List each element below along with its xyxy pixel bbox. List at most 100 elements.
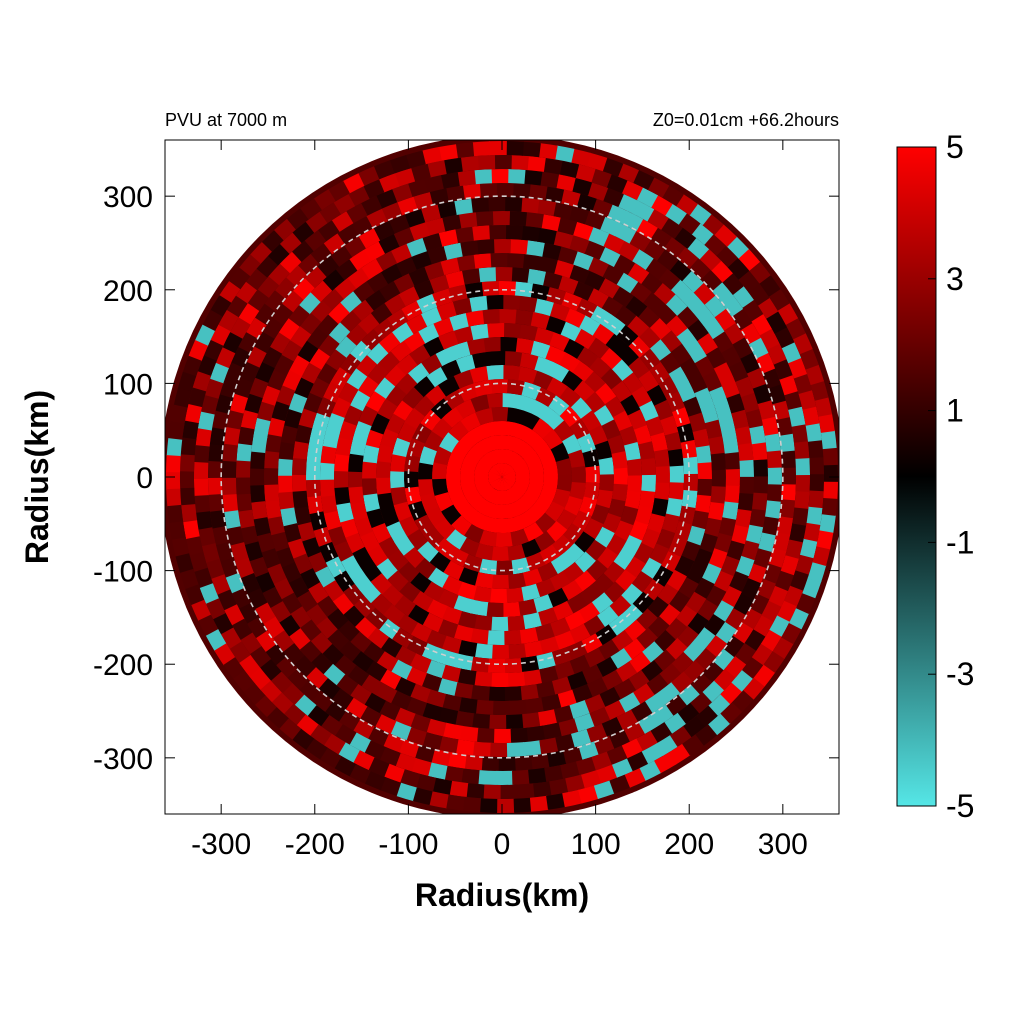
field-cell bbox=[628, 230, 651, 252]
field-cell bbox=[614, 519, 634, 541]
field-cell bbox=[693, 547, 713, 569]
field-cell bbox=[555, 733, 576, 752]
field-cell bbox=[656, 527, 676, 549]
field-cell bbox=[278, 491, 295, 511]
field-cell bbox=[206, 598, 227, 621]
field-cell bbox=[389, 155, 411, 174]
field-cell bbox=[520, 381, 541, 400]
field-cell bbox=[513, 478, 530, 493]
field-cell bbox=[551, 646, 573, 666]
field-cell bbox=[444, 270, 465, 289]
field-cell bbox=[752, 383, 772, 404]
field-cell bbox=[208, 477, 223, 496]
field-cell bbox=[601, 418, 621, 440]
field-cell bbox=[495, 770, 514, 785]
field-cell bbox=[293, 553, 314, 576]
field-cell bbox=[345, 532, 366, 555]
field-cell bbox=[540, 214, 561, 232]
field-cell bbox=[524, 212, 544, 229]
field-cell bbox=[802, 405, 820, 426]
field-cell bbox=[450, 341, 471, 360]
field-cell bbox=[360, 706, 383, 728]
field-cell bbox=[731, 308, 753, 331]
field-cell bbox=[435, 301, 457, 321]
field-cell bbox=[732, 621, 754, 644]
field-cell bbox=[668, 365, 689, 388]
field-cell bbox=[421, 146, 442, 165]
field-cell bbox=[226, 410, 244, 431]
field-cell bbox=[714, 401, 733, 423]
field-cell bbox=[306, 738, 329, 761]
field-cell bbox=[458, 567, 480, 586]
field-cell bbox=[718, 516, 737, 537]
field-cell bbox=[209, 427, 226, 447]
field-cell bbox=[292, 490, 309, 510]
field-cell bbox=[438, 432, 459, 454]
field-cell bbox=[434, 538, 457, 560]
field-cell bbox=[478, 183, 497, 198]
field-cell bbox=[471, 141, 491, 157]
field-cell bbox=[392, 437, 411, 458]
field-cell bbox=[584, 693, 607, 714]
field-cell bbox=[818, 413, 835, 433]
field-cell bbox=[516, 394, 537, 414]
field-cell bbox=[251, 434, 268, 454]
field-cell bbox=[383, 294, 406, 316]
field-cell bbox=[336, 502, 354, 523]
field-cell bbox=[498, 756, 517, 772]
field-cell bbox=[556, 689, 578, 708]
field-cell bbox=[487, 350, 506, 366]
field-cell bbox=[809, 456, 824, 475]
field-cell bbox=[476, 155, 496, 170]
field-cell bbox=[542, 157, 563, 175]
field-cell bbox=[547, 750, 567, 768]
field-cell bbox=[302, 537, 322, 559]
field-cell bbox=[788, 406, 806, 427]
field-cell bbox=[531, 753, 551, 770]
field-cell bbox=[502, 393, 521, 409]
y-tick-label: 100 bbox=[103, 368, 153, 401]
field-cell bbox=[490, 742, 509, 757]
field-cell bbox=[511, 457, 529, 473]
field-cell bbox=[768, 585, 789, 607]
field-cell bbox=[224, 604, 245, 627]
field-cell bbox=[438, 376, 460, 397]
field-cell bbox=[724, 655, 747, 678]
field-cell bbox=[679, 356, 700, 379]
field-cell bbox=[629, 281, 652, 303]
field-cell bbox=[681, 540, 701, 562]
field-cell bbox=[731, 408, 749, 429]
field-cell bbox=[456, 739, 476, 756]
field-cell bbox=[392, 273, 415, 294]
field-cell bbox=[461, 768, 481, 785]
field-cell bbox=[380, 507, 400, 528]
field-cell bbox=[598, 246, 621, 267]
field-cell bbox=[377, 234, 400, 255]
field-cell bbox=[661, 512, 680, 533]
field-cell bbox=[751, 313, 772, 336]
field-cell bbox=[508, 211, 527, 227]
field-cell bbox=[535, 577, 557, 598]
field-cell bbox=[651, 497, 669, 517]
field-cell bbox=[536, 651, 557, 670]
field-cell bbox=[495, 183, 514, 198]
field-cell bbox=[375, 461, 391, 479]
field-cell bbox=[453, 198, 473, 216]
field-cell bbox=[336, 224, 359, 246]
field-cell bbox=[199, 583, 220, 605]
field-cell bbox=[306, 327, 328, 350]
field-cell bbox=[486, 322, 505, 338]
field-cell bbox=[417, 323, 440, 344]
field-cell bbox=[308, 429, 326, 450]
field-cell bbox=[350, 501, 369, 522]
field-cell bbox=[399, 739, 421, 759]
field-cell bbox=[459, 537, 481, 557]
field-cell bbox=[538, 607, 559, 626]
field-cell bbox=[426, 246, 448, 265]
field-cell bbox=[596, 764, 618, 784]
field-cell bbox=[460, 454, 479, 473]
field-cell bbox=[654, 481, 670, 500]
field-cell bbox=[184, 404, 202, 424]
field-cell bbox=[676, 604, 698, 627]
field-cell bbox=[396, 782, 418, 802]
